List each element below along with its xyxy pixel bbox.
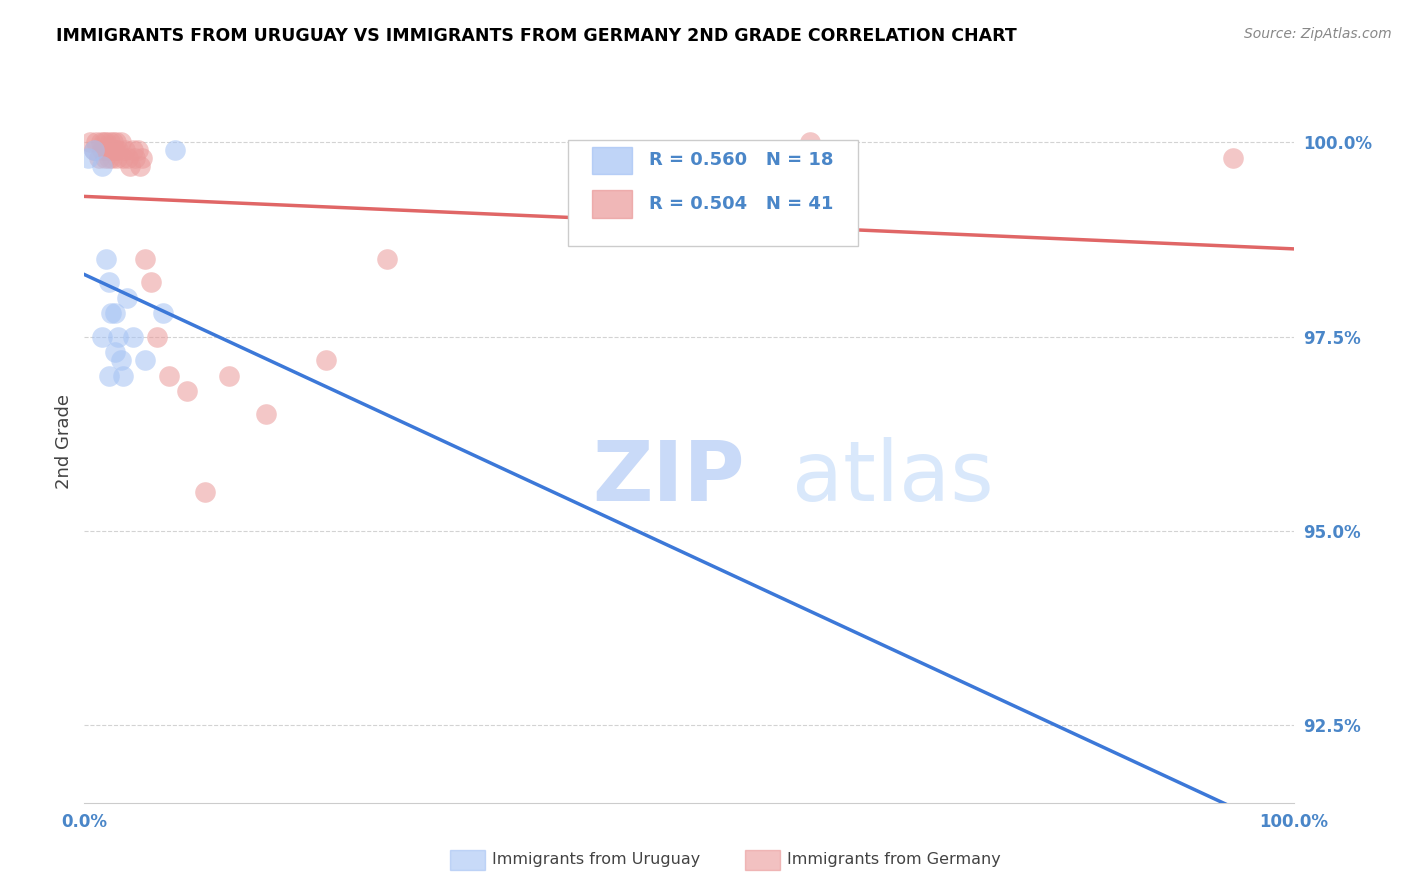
Point xyxy=(103,136,125,150)
Point xyxy=(139,275,162,289)
Point xyxy=(121,329,143,343)
Point xyxy=(799,136,821,150)
Point xyxy=(375,252,398,266)
Point xyxy=(115,291,138,305)
Bar xyxy=(592,190,633,218)
Text: ZIP: ZIP xyxy=(592,437,745,518)
Point xyxy=(94,252,117,266)
Point xyxy=(218,368,240,383)
Point xyxy=(91,329,114,343)
Point xyxy=(98,136,121,150)
Point xyxy=(83,143,105,157)
Point xyxy=(86,136,108,150)
Point xyxy=(120,159,142,173)
Text: Source: ZipAtlas.com: Source: ZipAtlas.com xyxy=(1244,27,1392,41)
Point xyxy=(79,136,101,150)
Point xyxy=(104,136,127,150)
Point xyxy=(165,143,187,157)
Point xyxy=(100,306,122,320)
Point xyxy=(93,136,115,150)
Point xyxy=(96,143,118,157)
Point xyxy=(91,159,114,173)
Bar xyxy=(592,147,633,174)
Point xyxy=(194,485,217,500)
Point xyxy=(94,151,117,165)
Point xyxy=(101,151,124,165)
Point xyxy=(90,136,112,150)
Point xyxy=(104,306,127,320)
Text: atlas: atlas xyxy=(792,437,994,518)
Point xyxy=(146,329,169,343)
Point xyxy=(315,353,337,368)
Point xyxy=(110,353,132,368)
Point xyxy=(129,159,152,173)
Point xyxy=(107,329,129,343)
Point xyxy=(114,143,136,157)
Point xyxy=(254,408,277,422)
Point xyxy=(77,151,100,165)
FancyBboxPatch shape xyxy=(568,139,858,246)
Point xyxy=(124,151,146,165)
Point xyxy=(127,143,149,157)
Point xyxy=(134,353,156,368)
Point xyxy=(1222,151,1244,165)
Y-axis label: 2nd Grade: 2nd Grade xyxy=(55,394,73,489)
Text: Immigrants from Uruguay: Immigrants from Uruguay xyxy=(492,853,700,867)
Point xyxy=(110,136,132,150)
Point xyxy=(112,151,135,165)
Point xyxy=(104,143,127,157)
Point xyxy=(83,143,105,157)
Point xyxy=(107,143,129,157)
Point xyxy=(100,143,122,157)
Point xyxy=(112,368,135,383)
Point xyxy=(105,151,128,165)
Text: Immigrants from Germany: Immigrants from Germany xyxy=(787,853,1001,867)
Point xyxy=(176,384,198,398)
Point xyxy=(117,151,139,165)
Point xyxy=(131,151,153,165)
Point xyxy=(87,151,110,165)
Point xyxy=(121,143,143,157)
Point xyxy=(134,252,156,266)
Point xyxy=(94,136,117,150)
Text: IMMIGRANTS FROM URUGUAY VS IMMIGRANTS FROM GERMANY 2ND GRADE CORRELATION CHART: IMMIGRANTS FROM URUGUAY VS IMMIGRANTS FR… xyxy=(56,27,1017,45)
Text: R = 0.560   N = 18: R = 0.560 N = 18 xyxy=(650,152,834,169)
Point xyxy=(97,275,120,289)
Text: R = 0.504   N = 41: R = 0.504 N = 41 xyxy=(650,194,834,213)
Point xyxy=(97,368,120,383)
Point xyxy=(104,345,127,359)
Point xyxy=(91,143,114,157)
Point xyxy=(152,306,174,320)
Point xyxy=(97,151,120,165)
Point xyxy=(157,368,180,383)
